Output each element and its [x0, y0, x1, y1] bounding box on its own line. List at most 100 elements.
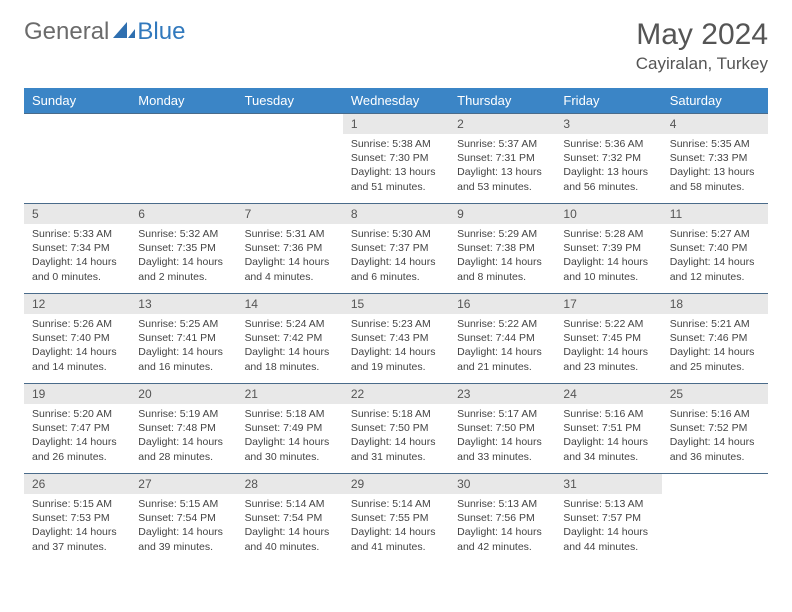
calendar-week-row: 26Sunrise: 5:15 AMSunset: 7:53 PMDayligh… — [24, 474, 768, 564]
calendar-cell: 14Sunrise: 5:24 AMSunset: 7:42 PMDayligh… — [237, 294, 343, 384]
daylight-text: Daylight: 14 hours and 6 minutes. — [351, 255, 441, 283]
daylight-text: Daylight: 14 hours and 39 minutes. — [138, 525, 228, 553]
day-number: 7 — [237, 204, 343, 224]
calendar-cell — [237, 114, 343, 204]
calendar-cell: 4Sunrise: 5:35 AMSunset: 7:33 PMDaylight… — [662, 114, 768, 204]
daylight-text: Daylight: 14 hours and 34 minutes. — [563, 435, 653, 463]
sunrise-text: Sunrise: 5:36 AM — [563, 137, 653, 151]
daylight-text: Daylight: 14 hours and 23 minutes. — [563, 345, 653, 373]
calendar-cell: 22Sunrise: 5:18 AMSunset: 7:50 PMDayligh… — [343, 384, 449, 474]
daylight-text: Daylight: 13 hours and 58 minutes. — [670, 165, 760, 193]
day-number: 27 — [130, 474, 236, 494]
day-number: 30 — [449, 474, 555, 494]
day-number: 9 — [449, 204, 555, 224]
sunrise-text: Sunrise: 5:32 AM — [138, 227, 228, 241]
sunrise-text: Sunrise: 5:20 AM — [32, 407, 122, 421]
daylight-text: Daylight: 14 hours and 16 minutes. — [138, 345, 228, 373]
sunrise-text: Sunrise: 5:13 AM — [457, 497, 547, 511]
calendar-cell: 17Sunrise: 5:22 AMSunset: 7:45 PMDayligh… — [555, 294, 661, 384]
calendar-page: General Blue May 2024 Cayiralan, Turkey … — [0, 0, 792, 582]
daylight-text: Daylight: 14 hours and 30 minutes. — [245, 435, 335, 463]
sunrise-text: Sunrise: 5:14 AM — [245, 497, 335, 511]
sunset-text: Sunset: 7:38 PM — [457, 241, 547, 255]
day-details: Sunrise: 5:14 AMSunset: 7:55 PMDaylight:… — [343, 494, 449, 560]
sunrise-text: Sunrise: 5:14 AM — [351, 497, 441, 511]
sunset-text: Sunset: 7:31 PM — [457, 151, 547, 165]
calendar-week-row: 19Sunrise: 5:20 AMSunset: 7:47 PMDayligh… — [24, 384, 768, 474]
calendar-cell — [24, 114, 130, 204]
day-number — [130, 114, 236, 120]
daylight-text: Daylight: 14 hours and 42 minutes. — [457, 525, 547, 553]
day-details: Sunrise: 5:30 AMSunset: 7:37 PMDaylight:… — [343, 224, 449, 290]
day-details: Sunrise: 5:17 AMSunset: 7:50 PMDaylight:… — [449, 404, 555, 470]
day-details: Sunrise: 5:23 AMSunset: 7:43 PMDaylight:… — [343, 314, 449, 380]
calendar-cell: 7Sunrise: 5:31 AMSunset: 7:36 PMDaylight… — [237, 204, 343, 294]
day-details: Sunrise: 5:22 AMSunset: 7:44 PMDaylight:… — [449, 314, 555, 380]
day-number: 1 — [343, 114, 449, 134]
day-header: Saturday — [662, 88, 768, 114]
sunrise-text: Sunrise: 5:33 AM — [32, 227, 122, 241]
sunrise-text: Sunrise: 5:21 AM — [670, 317, 760, 331]
sunrise-text: Sunrise: 5:16 AM — [670, 407, 760, 421]
calendar-cell: 18Sunrise: 5:21 AMSunset: 7:46 PMDayligh… — [662, 294, 768, 384]
sunrise-text: Sunrise: 5:30 AM — [351, 227, 441, 241]
calendar-cell: 20Sunrise: 5:19 AMSunset: 7:48 PMDayligh… — [130, 384, 236, 474]
daylight-text: Daylight: 14 hours and 4 minutes. — [245, 255, 335, 283]
sunset-text: Sunset: 7:45 PM — [563, 331, 653, 345]
sunrise-text: Sunrise: 5:24 AM — [245, 317, 335, 331]
sunrise-text: Sunrise: 5:28 AM — [563, 227, 653, 241]
calendar-cell: 30Sunrise: 5:13 AMSunset: 7:56 PMDayligh… — [449, 474, 555, 564]
brand-logo: General Blue — [24, 18, 185, 46]
sunset-text: Sunset: 7:47 PM — [32, 421, 122, 435]
day-details: Sunrise: 5:16 AMSunset: 7:51 PMDaylight:… — [555, 404, 661, 470]
sunset-text: Sunset: 7:46 PM — [670, 331, 760, 345]
sunrise-text: Sunrise: 5:27 AM — [670, 227, 760, 241]
sunset-text: Sunset: 7:54 PM — [245, 511, 335, 525]
day-details: Sunrise: 5:19 AMSunset: 7:48 PMDaylight:… — [130, 404, 236, 470]
sunrise-text: Sunrise: 5:38 AM — [351, 137, 441, 151]
sunrise-text: Sunrise: 5:22 AM — [563, 317, 653, 331]
calendar-cell: 31Sunrise: 5:13 AMSunset: 7:57 PMDayligh… — [555, 474, 661, 564]
day-number: 6 — [130, 204, 236, 224]
calendar-cell: 25Sunrise: 5:16 AMSunset: 7:52 PMDayligh… — [662, 384, 768, 474]
day-number: 31 — [555, 474, 661, 494]
brand-part1: General — [24, 18, 109, 46]
day-details: Sunrise: 5:26 AMSunset: 7:40 PMDaylight:… — [24, 314, 130, 380]
day-details: Sunrise: 5:29 AMSunset: 7:38 PMDaylight:… — [449, 224, 555, 290]
day-details: Sunrise: 5:14 AMSunset: 7:54 PMDaylight:… — [237, 494, 343, 560]
daylight-text: Daylight: 14 hours and 14 minutes. — [32, 345, 122, 373]
day-header: Sunday — [24, 88, 130, 114]
day-header: Tuesday — [237, 88, 343, 114]
calendar-cell: 1Sunrise: 5:38 AMSunset: 7:30 PMDaylight… — [343, 114, 449, 204]
sunset-text: Sunset: 7:35 PM — [138, 241, 228, 255]
day-number — [662, 474, 768, 480]
calendar-cell: 11Sunrise: 5:27 AMSunset: 7:40 PMDayligh… — [662, 204, 768, 294]
day-header: Thursday — [449, 88, 555, 114]
calendar-cell: 29Sunrise: 5:14 AMSunset: 7:55 PMDayligh… — [343, 474, 449, 564]
day-details: Sunrise: 5:33 AMSunset: 7:34 PMDaylight:… — [24, 224, 130, 290]
sunset-text: Sunset: 7:37 PM — [351, 241, 441, 255]
day-details: Sunrise: 5:24 AMSunset: 7:42 PMDaylight:… — [237, 314, 343, 380]
day-number: 18 — [662, 294, 768, 314]
day-details: Sunrise: 5:21 AMSunset: 7:46 PMDaylight:… — [662, 314, 768, 380]
calendar-cell: 9Sunrise: 5:29 AMSunset: 7:38 PMDaylight… — [449, 204, 555, 294]
sunset-text: Sunset: 7:30 PM — [351, 151, 441, 165]
sunset-text: Sunset: 7:41 PM — [138, 331, 228, 345]
day-details: Sunrise: 5:27 AMSunset: 7:40 PMDaylight:… — [662, 224, 768, 290]
calendar-week-row: 5Sunrise: 5:33 AMSunset: 7:34 PMDaylight… — [24, 204, 768, 294]
month-title: May 2024 — [636, 18, 768, 52]
day-number: 4 — [662, 114, 768, 134]
sunrise-text: Sunrise: 5:29 AM — [457, 227, 547, 241]
sunrise-text: Sunrise: 5:23 AM — [351, 317, 441, 331]
page-header: General Blue May 2024 Cayiralan, Turkey — [24, 18, 768, 74]
daylight-text: Daylight: 13 hours and 56 minutes. — [563, 165, 653, 193]
day-details: Sunrise: 5:35 AMSunset: 7:33 PMDaylight:… — [662, 134, 768, 200]
day-number: 28 — [237, 474, 343, 494]
sunrise-text: Sunrise: 5:15 AM — [32, 497, 122, 511]
sunset-text: Sunset: 7:52 PM — [670, 421, 760, 435]
day-details: Sunrise: 5:31 AMSunset: 7:36 PMDaylight:… — [237, 224, 343, 290]
calendar-table: SundayMondayTuesdayWednesdayThursdayFrid… — [24, 88, 768, 564]
day-number: 11 — [662, 204, 768, 224]
daylight-text: Daylight: 14 hours and 0 minutes. — [32, 255, 122, 283]
daylight-text: Daylight: 14 hours and 12 minutes. — [670, 255, 760, 283]
